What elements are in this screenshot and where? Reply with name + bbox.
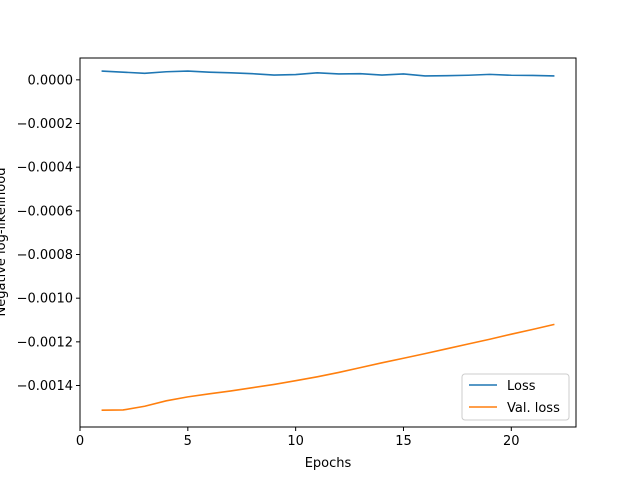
plot-lines — [101, 70, 555, 411]
y-tick-label: −0.0004 — [17, 161, 73, 176]
legend-label-val-loss: Val. loss — [507, 401, 560, 416]
legend: Loss Val. loss — [461, 373, 570, 421]
y-tick-label: −0.0008 — [17, 248, 73, 263]
series-line-loss — [101, 70, 555, 77]
y-tick-label: 0.0000 — [28, 73, 74, 88]
y-axis-ticks: 0.0000 −0.0002 −0.0004 −0.0006 −0.0008 −0.001… — [17, 73, 80, 394]
y-axis-label: Negative log-likelihood — [0, 168, 9, 317]
y-tick-label: −0.0012 — [17, 335, 73, 350]
x-tick-label: 5 — [184, 434, 192, 449]
x-axis-label: Epochs — [305, 456, 352, 471]
y-tick-label: −0.0006 — [17, 204, 73, 219]
x-tick-label: 20 — [503, 434, 520, 449]
x-axis-ticks: 0 5 10 15 20 — [76, 427, 520, 449]
x-tick-label: 0 — [76, 434, 84, 449]
y-tick-label: −0.0014 — [17, 379, 73, 394]
x-tick-label: 15 — [395, 434, 412, 449]
x-tick-label: 10 — [287, 434, 304, 449]
y-tick-label: −0.0002 — [17, 117, 73, 132]
legend-label-loss: Loss — [507, 379, 536, 394]
y-tick-label: −0.0010 — [17, 292, 73, 307]
series-line-val-loss — [101, 323, 555, 411]
plot-frame — [79, 57, 577, 428]
